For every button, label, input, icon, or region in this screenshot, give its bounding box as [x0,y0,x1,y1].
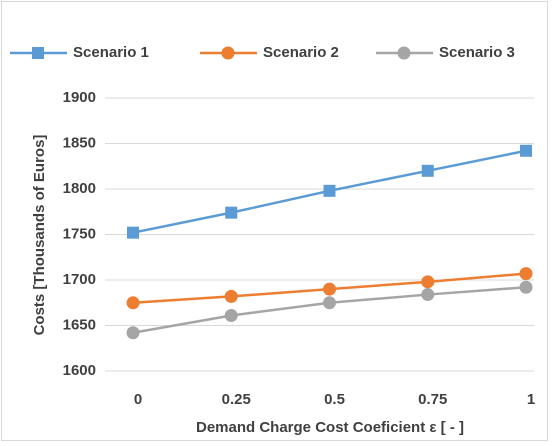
data-point [421,164,434,177]
y-axis-label: Costs [Thousands of Euros] [31,135,48,336]
data-point [323,282,336,296]
x-tick-label: 0 [134,391,142,408]
y-tick-label: 1600 [63,362,96,379]
data-point [225,206,238,219]
legend-marker [397,46,411,60]
data-point [224,289,238,303]
data-point [126,296,140,310]
y-tick-label: 1800 [63,180,96,197]
data-point [421,288,435,302]
data-point [127,226,139,239]
y-tick-label: 1850 [63,134,96,151]
x-axis-label: Demand Charge Cost Coeficient ε [ - ] [196,419,464,436]
legend-label: Scenario 1 [73,44,149,61]
data-point [519,267,533,281]
legend-marker [221,46,235,60]
data-point [323,296,336,310]
data-point [323,184,336,197]
legend-label: Scenario 3 [439,44,515,61]
legend-label: Scenario 2 [263,44,339,61]
x-tick-label: 1 [527,391,535,408]
chart-border [1,1,548,441]
x-tick-label: 0.5 [324,391,345,408]
x-tick-label: 0.25 [222,391,251,408]
data-point [520,144,532,157]
x-tick-label: 0.75 [418,391,447,408]
y-tick-label: 1900 [63,89,96,106]
data-point [224,308,238,322]
legend-marker [32,47,44,59]
y-tick-label: 1650 [63,316,96,333]
data-point [519,280,533,294]
data-point [421,275,435,289]
data-point [126,326,140,340]
y-tick-label: 1700 [63,271,96,288]
y-tick-label: 1750 [63,225,96,242]
